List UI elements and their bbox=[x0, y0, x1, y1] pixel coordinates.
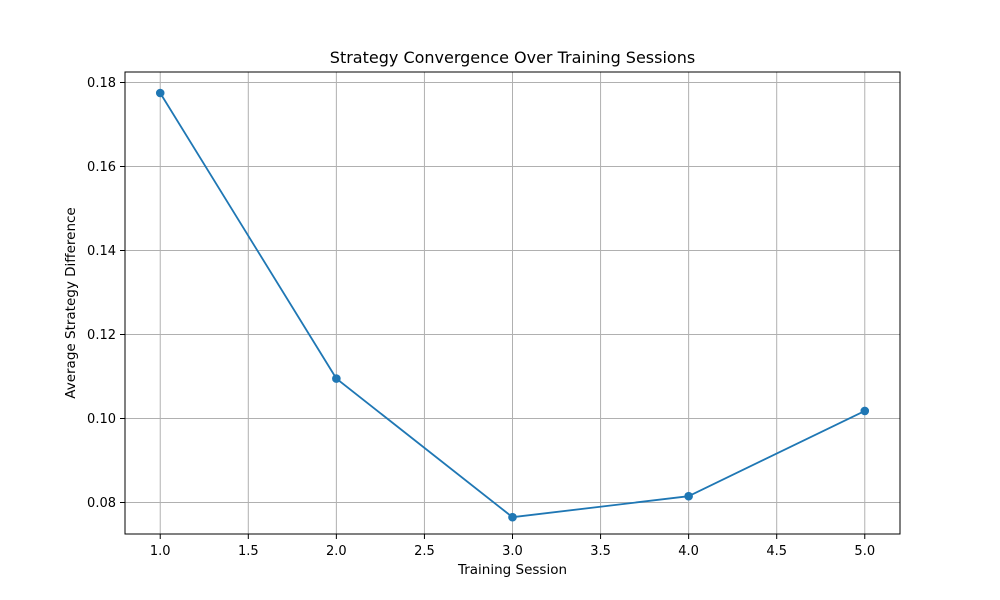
x-tick-label: 3.5 bbox=[590, 544, 611, 559]
x-axis-label: Training Session bbox=[457, 562, 567, 578]
y-tick-label: 0.08 bbox=[87, 496, 116, 511]
y-axis-label: Average Strategy Difference bbox=[63, 207, 79, 398]
y-tick-label: 0.14 bbox=[87, 244, 116, 259]
x-tick-label: 1.0 bbox=[150, 544, 171, 559]
chart-title: Strategy Convergence Over Training Sessi… bbox=[330, 48, 695, 67]
y-tick-label: 0.10 bbox=[87, 412, 116, 427]
x-tick-label: 4.0 bbox=[678, 544, 699, 559]
x-tick-label: 5.0 bbox=[854, 544, 875, 559]
x-tick-label: 2.5 bbox=[414, 544, 435, 559]
x-tick-label: 3.0 bbox=[502, 544, 523, 559]
data-point bbox=[860, 406, 870, 416]
y-tick-label: 0.18 bbox=[87, 76, 116, 91]
series-layer bbox=[155, 88, 870, 522]
ticks: 1.0 1.5 2.0 2.5 3.0 3.5 4.0 4.5 5.0 0.08 0.10 0.12 0… bbox=[87, 76, 875, 559]
grid bbox=[125, 72, 900, 534]
y-tick-label: 0.16 bbox=[87, 160, 116, 175]
x-tick-label: 1.5 bbox=[238, 544, 259, 559]
data-point bbox=[332, 374, 341, 383]
x-tick-label: 4.5 bbox=[766, 544, 787, 559]
data-point bbox=[155, 88, 165, 98]
data-point bbox=[508, 512, 517, 522]
y-tick-label: 0.12 bbox=[87, 328, 116, 343]
x-tick-label: 2.0 bbox=[326, 544, 347, 559]
data-point bbox=[684, 491, 693, 501]
